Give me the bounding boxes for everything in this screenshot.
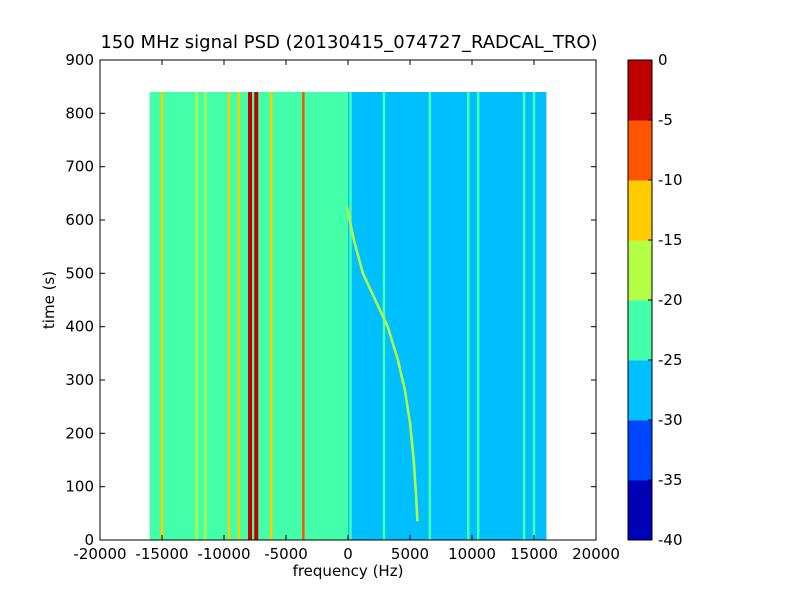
x-tick-label: 15000 — [510, 545, 558, 563]
heatmap-line-feature — [237, 92, 241, 540]
y-axis: 0 100 200 300 400 500 600 700 800 900 — [65, 51, 596, 549]
colorbar-tick-label: -35 — [658, 471, 683, 489]
y-tick-label: 900 — [65, 51, 94, 69]
x-tick-label: -5000 — [264, 545, 308, 563]
heatmap-line-feature — [269, 92, 273, 540]
heatmap-background-positive — [348, 92, 547, 540]
x-tick-label: -15000 — [135, 545, 188, 563]
colorbar-tick-label: 0 — [658, 51, 668, 69]
y-tick-label: 400 — [65, 318, 94, 336]
y-tick-label: 500 — [65, 264, 94, 282]
heatmap-line-feature — [532, 92, 536, 540]
y-tick-label: 0 — [84, 531, 94, 549]
heatmap-line-feature — [302, 92, 305, 540]
heatmap-line-feature — [160, 92, 164, 540]
colorbar-block — [628, 420, 652, 481]
colorbar-ticks: -40 -35 -30 -25 -20 -15 -10 -5 0 — [648, 51, 683, 549]
heatmap-layer — [149, 92, 547, 540]
colorbar-block — [628, 240, 652, 301]
heatmap-line-feature — [467, 92, 470, 540]
colorbar-blocks — [628, 60, 652, 541]
colorbar-block — [628, 480, 652, 541]
y-tick-label: 100 — [65, 478, 94, 496]
heatmap-line-feature — [248, 92, 253, 540]
heatmap-line-feature — [428, 92, 432, 540]
chart-title: 150 MHz signal PSD (20130415_074727_RADC… — [100, 32, 597, 53]
x-tick-label: -10000 — [197, 545, 250, 563]
drifting-signal-trace — [345, 206, 419, 522]
x-tick-label: 20000 — [572, 545, 620, 563]
colorbar: -40 -35 -30 -25 -20 -15 -10 -5 0 — [627, 51, 683, 549]
x-axis-label: frequency (Hz) — [293, 562, 404, 580]
colorbar-block — [628, 300, 652, 361]
y-axis-label: time (s) — [40, 271, 58, 329]
x-tick-label: -20000 — [73, 545, 126, 563]
colorbar-tick-label: -30 — [658, 411, 683, 429]
colorbar-tick-label: -40 — [658, 531, 683, 549]
heatmap-line-feature — [227, 92, 231, 540]
colorbar-block — [628, 60, 652, 121]
x-tick-label: 10000 — [448, 545, 496, 563]
colorbar-block — [628, 120, 652, 181]
heatmap-line-feature — [522, 92, 526, 540]
colorbar-tick-label: -20 — [658, 291, 683, 309]
x-tick-label: 0 — [343, 545, 353, 563]
colorbar-tick-label: -15 — [658, 231, 683, 249]
y-tick-label: 700 — [65, 158, 94, 176]
heatmap-line-feature — [195, 92, 198, 540]
colorbar-block — [628, 360, 652, 421]
x-tick-label: 5000 — [391, 545, 429, 563]
y-tick-label: 800 — [65, 104, 94, 122]
colorbar-tick-label: -5 — [658, 111, 673, 129]
colorbar-tick-label: -25 — [658, 351, 683, 369]
heatmap-line-feature — [254, 92, 259, 540]
y-tick-label: 300 — [65, 371, 94, 389]
heatmap-line-feature — [349, 92, 352, 540]
y-tick-label: 200 — [65, 424, 94, 442]
colorbar-block — [628, 180, 652, 241]
y-tick-label: 600 — [65, 211, 94, 229]
heatmap-line-feature — [476, 92, 480, 540]
plot-area: -20000 -15000 -10000 -5000 0 5000 10000 15000 20… — [65, 51, 620, 563]
colorbar-tick-label: -10 — [658, 171, 683, 189]
x-axis: -20000 -15000 -10000 -5000 0 5000 10000 15000 20… — [73, 60, 620, 563]
heatmap-line-feature — [204, 92, 207, 540]
